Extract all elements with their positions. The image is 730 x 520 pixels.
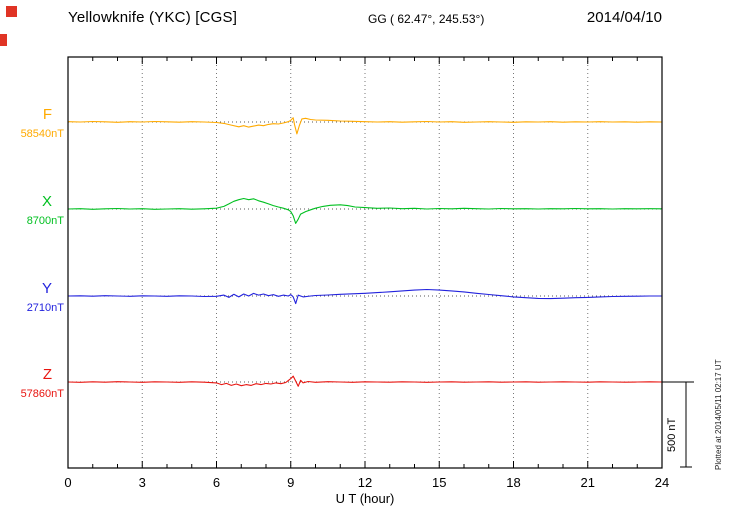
red-corner-marker xyxy=(6,6,17,17)
x-tick-label: 9 xyxy=(287,475,294,490)
x-tick-label: 21 xyxy=(581,475,595,490)
trace-x xyxy=(67,197,663,224)
x-tick-label: 6 xyxy=(213,475,220,490)
scale-bar-label: 500 nT xyxy=(666,417,678,452)
geographic-coordinates: GG ( 62.47°, 245.53°) xyxy=(368,12,485,26)
series-label-z: Z xyxy=(42,366,52,383)
x-tick-label: 18 xyxy=(506,475,520,490)
series-baseline-x: 8700nT xyxy=(26,215,64,227)
x-tick-label: 24 xyxy=(655,475,669,490)
series-label-y: Y xyxy=(41,280,52,297)
series-baseline-y: 2710nT xyxy=(26,302,64,314)
trace-z xyxy=(67,375,663,387)
plot-date: 2014/04/10 xyxy=(586,9,662,26)
x-axis-title: U T (hour) xyxy=(335,491,395,506)
series-baseline-z: 57860nT xyxy=(20,388,64,400)
x-tick-label: 0 xyxy=(64,475,71,490)
plotted-at-note: Plotted at 2014/05/11 02:17 UT xyxy=(714,359,723,470)
trace-y xyxy=(67,288,663,305)
x-tick-label: 15 xyxy=(432,475,446,490)
plot-frame xyxy=(67,56,663,469)
x-tick-label: 12 xyxy=(358,475,372,490)
x-tick-label: 3 xyxy=(139,475,146,490)
trace-f xyxy=(67,117,663,135)
series-label-f: F xyxy=(42,106,52,123)
station-title: Yellowknife (YKC) [CGS] xyxy=(68,9,238,26)
series-baseline-f: 58540nT xyxy=(20,128,64,140)
series-label-x: X xyxy=(41,193,52,210)
red-edge-marker xyxy=(0,34,7,46)
